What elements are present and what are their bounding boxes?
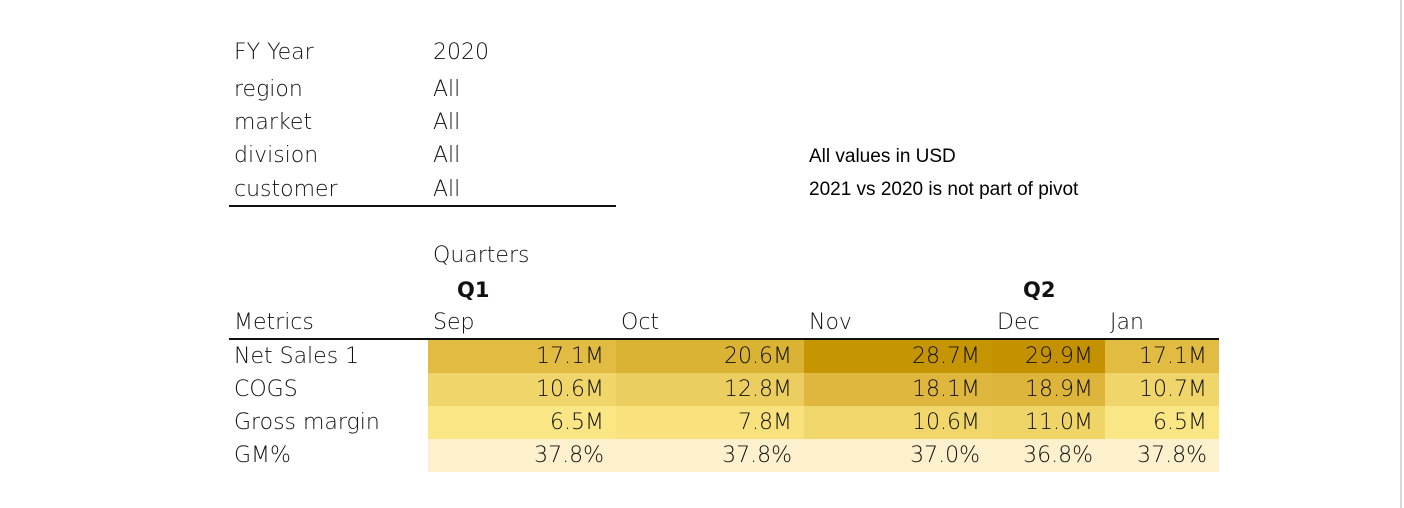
filter-value-market[interactable]: All — [433, 110, 461, 135]
cell-net-sales-dec[interactable]: 29.9M — [992, 340, 1105, 373]
month-header-oct: Oct — [621, 310, 660, 335]
cell-gross-margin-nov[interactable]: 10.6M — [804, 406, 992, 439]
cell-gm-pct-jan[interactable]: 37.8% — [1105, 439, 1219, 472]
month-header-sep: Sep — [433, 310, 475, 335]
cell-net-sales-nov[interactable]: 28.7M — [804, 340, 992, 373]
quarter-header-q2[interactable]: Q2 — [1023, 278, 1056, 302]
cell-cogs-nov[interactable]: 18.1M — [804, 373, 992, 406]
month-header-jan: Jan — [1110, 310, 1144, 335]
filter-divider — [229, 205, 616, 207]
cell-net-sales-oct[interactable]: 20.6M — [616, 340, 804, 373]
row-label-gm-pct: GM% — [234, 443, 291, 468]
month-header-dec: Dec — [997, 310, 1040, 335]
cell-net-sales-sep[interactable]: 17.1M — [428, 340, 616, 373]
cell-gm-pct-dec[interactable]: 36.8% — [992, 439, 1105, 472]
row-label-gross-margin: Gross margin — [234, 410, 380, 435]
note-currency: All values in USD — [809, 146, 956, 167]
cell-net-sales-jan[interactable]: 17.1M — [1105, 340, 1219, 373]
note-pivot: 2021 vs 2020 is not part of pivot — [809, 179, 1079, 200]
cell-gross-margin-dec[interactable]: 11.0M — [992, 406, 1105, 439]
filter-label-fy-year: FY Year — [234, 40, 314, 65]
cell-gross-margin-jan[interactable]: 6.5M — [1105, 406, 1219, 439]
filter-label-customer: customer — [234, 177, 338, 202]
quarter-header-q1[interactable]: Q1 — [457, 278, 490, 302]
cell-gm-pct-sep[interactable]: 37.8% — [428, 439, 616, 472]
cell-cogs-dec[interactable]: 18.9M — [992, 373, 1105, 406]
filter-label-region: region — [234, 77, 303, 102]
filter-value-customer[interactable]: All — [433, 177, 461, 202]
pivot-header-divider — [229, 338, 1219, 340]
filter-value-region[interactable]: All — [433, 77, 461, 102]
filter-value-fy-year[interactable]: 2020 — [433, 40, 489, 65]
cell-gm-pct-oct[interactable]: 37.8% — [616, 439, 804, 472]
metrics-header: Metrics — [234, 310, 314, 335]
cell-cogs-jan[interactable]: 10.7M — [1105, 373, 1219, 406]
row-label-cogs: COGS — [234, 377, 298, 402]
filter-value-division[interactable]: All — [433, 143, 461, 168]
quarters-header: Quarters — [433, 243, 530, 268]
window-edge — [1400, 0, 1402, 508]
cell-gross-margin-sep[interactable]: 6.5M — [428, 406, 616, 439]
month-header-nov: Nov — [809, 310, 852, 335]
cell-gm-pct-nov[interactable]: 37.0% — [804, 439, 992, 472]
filter-label-division: division — [234, 143, 319, 168]
cell-cogs-oct[interactable]: 12.8M — [616, 373, 804, 406]
filter-label-market: market — [234, 110, 313, 135]
row-label-net-sales: Net Sales 1 — [234, 344, 360, 369]
cell-cogs-sep[interactable]: 10.6M — [428, 373, 616, 406]
cell-gross-margin-oct[interactable]: 7.8M — [616, 406, 804, 439]
